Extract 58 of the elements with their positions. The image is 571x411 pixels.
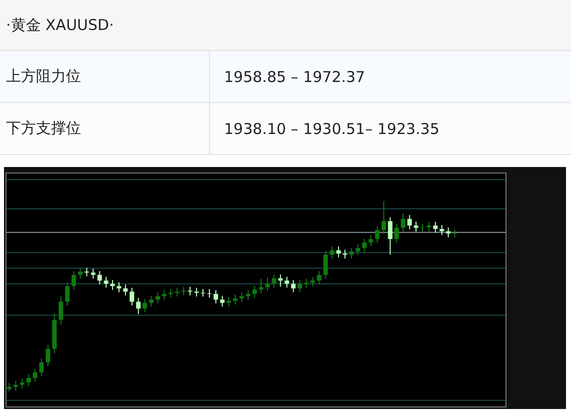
candlestick	[207, 288, 212, 298]
candlestick	[130, 287, 134, 306]
candlestick	[226, 296, 232, 308]
candlestick	[39, 358, 44, 377]
candlestick	[330, 246, 334, 259]
candlestick	[72, 270, 76, 290]
candlestick	[200, 288, 206, 298]
candlestick	[323, 250, 328, 280]
candlestick	[239, 292, 244, 303]
candlestick	[155, 292, 160, 304]
candlestick	[356, 244, 360, 256]
candlestick	[20, 378, 24, 390]
candlestick	[414, 221, 418, 232]
candlestick	[349, 247, 354, 259]
candlestick	[142, 298, 148, 313]
candlestick	[149, 295, 154, 308]
candlestick	[310, 276, 315, 287]
candlestick	[284, 276, 290, 288]
candlestick	[272, 274, 276, 288]
candlestick	[90, 268, 96, 280]
candlestick	[298, 280, 302, 293]
candlestick	[32, 368, 38, 382]
candlestick	[433, 221, 438, 234]
candlestick	[381, 200, 386, 234]
candlestick	[220, 295, 225, 308]
candlestick	[291, 280, 296, 293]
candlestick	[136, 297, 141, 315]
candlestick	[252, 285, 257, 298]
candlestick	[342, 249, 348, 259]
candlestick	[368, 234, 374, 247]
candlestick	[375, 226, 380, 244]
candlestick	[58, 296, 64, 326]
candlestick	[394, 224, 399, 244]
candlestick	[232, 294, 238, 306]
candlestick	[26, 374, 31, 387]
chart-title: ·黄金 XAUUSD·	[0, 0, 571, 51]
candlestick	[65, 282, 70, 306]
candlestick	[407, 214, 412, 230]
candlestick	[258, 278, 264, 294]
candlestick	[400, 212, 406, 232]
candlestick	[116, 282, 122, 293]
candlestick	[388, 216, 392, 256]
candlestick	[123, 284, 128, 296]
text: 下方支撑位	[0, 103, 210, 154]
text: 1938.10 – 1930.51– 1923.35	[223, 118, 440, 140]
candlestick	[78, 267, 83, 280]
text: 上方阻力位	[0, 51, 210, 102]
text: 1958.85 – 1972.37	[223, 66, 366, 88]
candlestick	[46, 344, 50, 367]
candlestick	[362, 238, 367, 252]
candlestick	[316, 270, 322, 285]
candlestick	[104, 276, 108, 288]
candlestick	[97, 270, 102, 285]
candlestick	[214, 290, 218, 304]
candlestick	[13, 380, 18, 392]
candlestick	[452, 229, 458, 238]
candlestick	[446, 226, 451, 238]
candlestick	[336, 246, 341, 258]
